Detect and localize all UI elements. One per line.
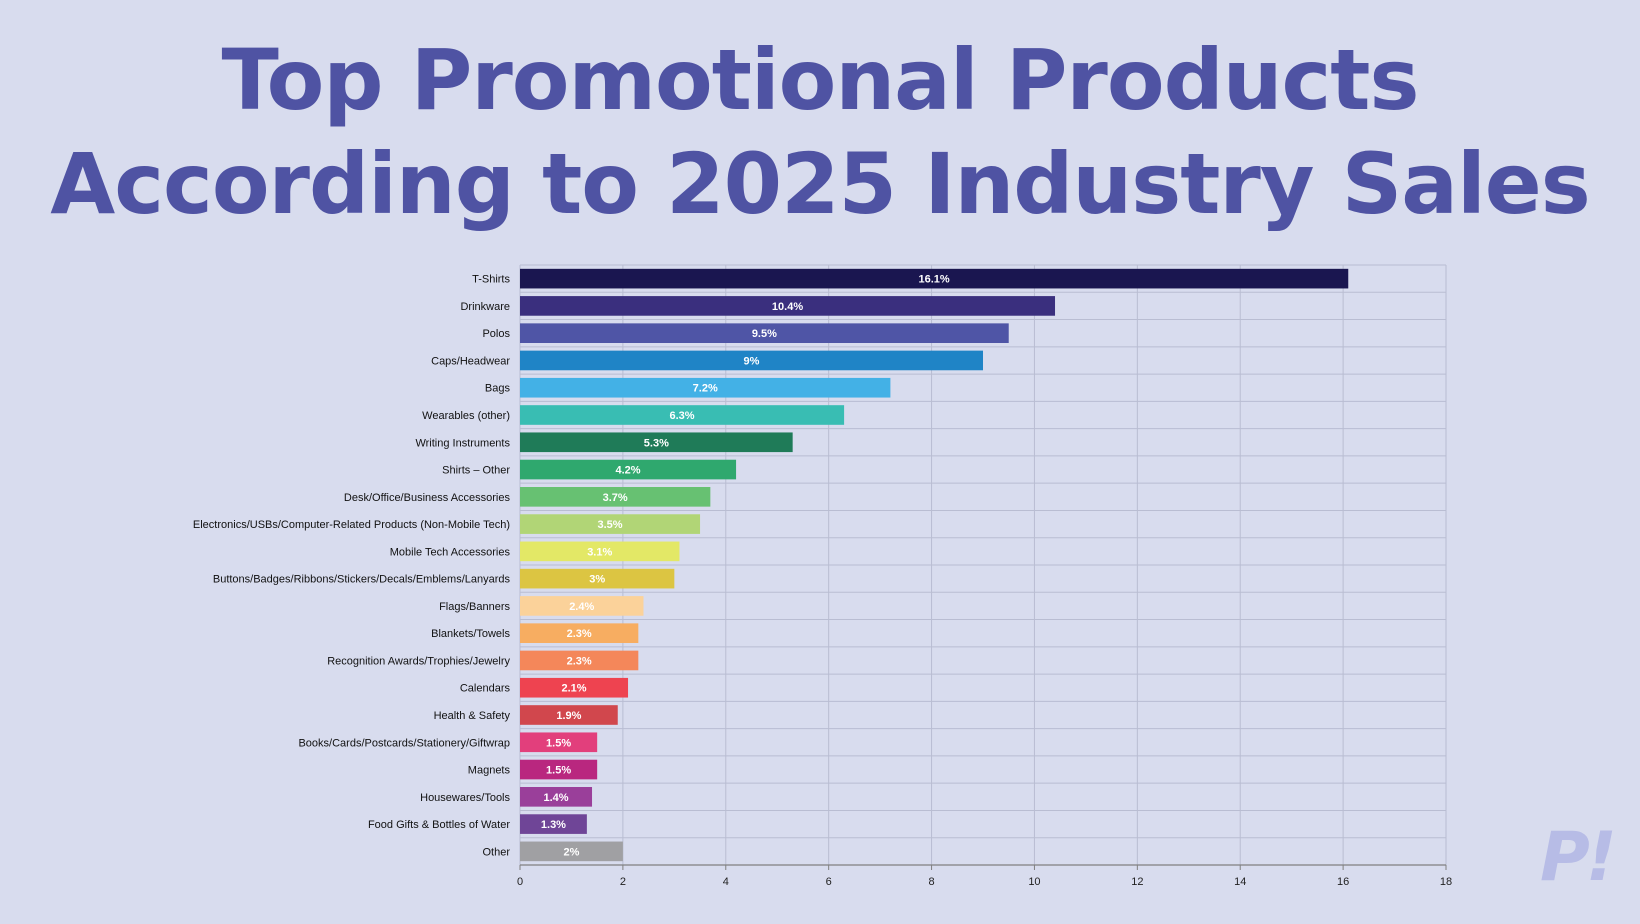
category-label: Calendars bbox=[460, 683, 511, 695]
bar-value-label: 10.4% bbox=[772, 301, 803, 313]
bar-value-label: 5.3% bbox=[644, 437, 669, 449]
x-tick-label: 14 bbox=[1234, 876, 1246, 888]
bar bbox=[520, 405, 845, 425]
category-label: Desk/Office/Business Accessories bbox=[344, 492, 511, 504]
category-label: Polos bbox=[482, 328, 510, 340]
bar-value-label: 4.2% bbox=[615, 465, 640, 477]
category-label: Flags/Banners bbox=[439, 601, 510, 613]
bar bbox=[520, 514, 701, 534]
x-tick-label: 10 bbox=[1028, 876, 1040, 888]
bar-value-label: 16.1% bbox=[919, 274, 950, 286]
bar-value-label: 2.3% bbox=[567, 628, 592, 640]
bar bbox=[520, 623, 639, 643]
category-label: Magnets bbox=[468, 765, 511, 777]
bar-value-label: 1.5% bbox=[546, 737, 571, 749]
category-label: T-Shirts bbox=[472, 274, 510, 286]
bar bbox=[520, 296, 1056, 316]
bar bbox=[520, 487, 711, 507]
category-label: Other bbox=[482, 846, 510, 858]
bar-value-label: 7.2% bbox=[693, 383, 718, 395]
bar-value-label: 3.5% bbox=[597, 519, 622, 531]
category-label: Mobile Tech Accessories bbox=[390, 546, 511, 558]
bar-value-label: 1.5% bbox=[546, 765, 571, 777]
bar bbox=[520, 459, 737, 480]
bar bbox=[520, 377, 891, 398]
category-label: Recognition Awards/Trophies/Jewelry bbox=[327, 655, 510, 667]
brand-logo: P! bbox=[1540, 818, 1617, 897]
x-tick-label: 0 bbox=[517, 876, 523, 888]
bar bbox=[520, 759, 598, 780]
bar-value-label: 1.4% bbox=[543, 792, 568, 804]
bar bbox=[520, 541, 680, 562]
bar bbox=[520, 350, 983, 371]
x-tick-label: 18 bbox=[1440, 876, 1452, 888]
bar-value-label: 2.1% bbox=[561, 683, 586, 695]
x-tick-label: 2 bbox=[620, 876, 626, 888]
bar bbox=[520, 677, 629, 698]
bar-value-label: 2.3% bbox=[567, 655, 592, 667]
bar-value-label: 1.3% bbox=[541, 819, 566, 831]
x-tick-label: 4 bbox=[723, 876, 729, 888]
bar bbox=[520, 432, 793, 453]
category-label: Caps/Headwear bbox=[431, 355, 510, 367]
bar-value-label: 2.4% bbox=[569, 601, 594, 613]
bar-value-label: 6.3% bbox=[670, 410, 695, 422]
x-tick-label: 16 bbox=[1337, 876, 1349, 888]
bar bbox=[520, 596, 644, 616]
category-label: Wearables (other) bbox=[422, 410, 510, 422]
title-line-2: According to 2025 Industry Sales bbox=[50, 135, 1590, 233]
x-tick-label: 12 bbox=[1131, 876, 1143, 888]
bar bbox=[520, 323, 1009, 343]
bar-value-label: 9% bbox=[744, 355, 760, 367]
category-label: Bags bbox=[485, 383, 511, 395]
title-line-1: Top Promotional Products bbox=[221, 31, 1420, 129]
bar bbox=[520, 705, 618, 725]
category-label: Health & Safety bbox=[434, 710, 511, 722]
bar bbox=[520, 732, 598, 753]
bar-value-label: 9.5% bbox=[752, 328, 777, 340]
bar bbox=[520, 650, 639, 671]
x-tick-label: 8 bbox=[928, 876, 934, 888]
category-label: Housewares/Tools bbox=[420, 792, 510, 804]
bar bbox=[520, 841, 623, 862]
bar bbox=[520, 268, 1349, 289]
bar-value-label: 3% bbox=[589, 574, 605, 586]
bar bbox=[520, 568, 675, 589]
bar-value-label: 1.9% bbox=[556, 710, 581, 722]
category-label: Electronics/USBs/Computer-Related Produc… bbox=[193, 519, 510, 531]
category-label: Books/Cards/Postcards/Stationery/Giftwra… bbox=[298, 737, 510, 749]
x-tick-label: 6 bbox=[826, 876, 832, 888]
bar-value-label: 3.7% bbox=[603, 492, 628, 504]
category-label: Drinkware bbox=[460, 301, 510, 313]
bar-value-label: 2% bbox=[563, 846, 579, 858]
bar bbox=[520, 787, 593, 807]
category-label: Blankets/Towels bbox=[431, 628, 510, 640]
chart-title: Top Promotional Products According to 20… bbox=[0, 28, 1640, 236]
bar-value-label: 3.1% bbox=[587, 546, 612, 558]
category-label: Writing Instruments bbox=[415, 437, 510, 449]
bar bbox=[520, 814, 587, 834]
category-label: Buttons/Badges/Ribbons/Stickers/Decals/E… bbox=[213, 574, 511, 586]
category-label: Shirts – Other bbox=[442, 465, 510, 477]
category-label: Food Gifts & Bottles of Water bbox=[368, 819, 510, 831]
